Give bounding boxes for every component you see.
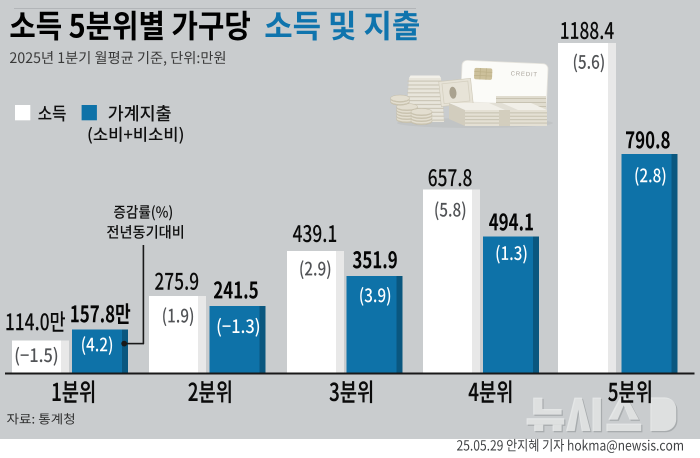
svg-text:CREDIT: CREDIT	[511, 71, 538, 78]
